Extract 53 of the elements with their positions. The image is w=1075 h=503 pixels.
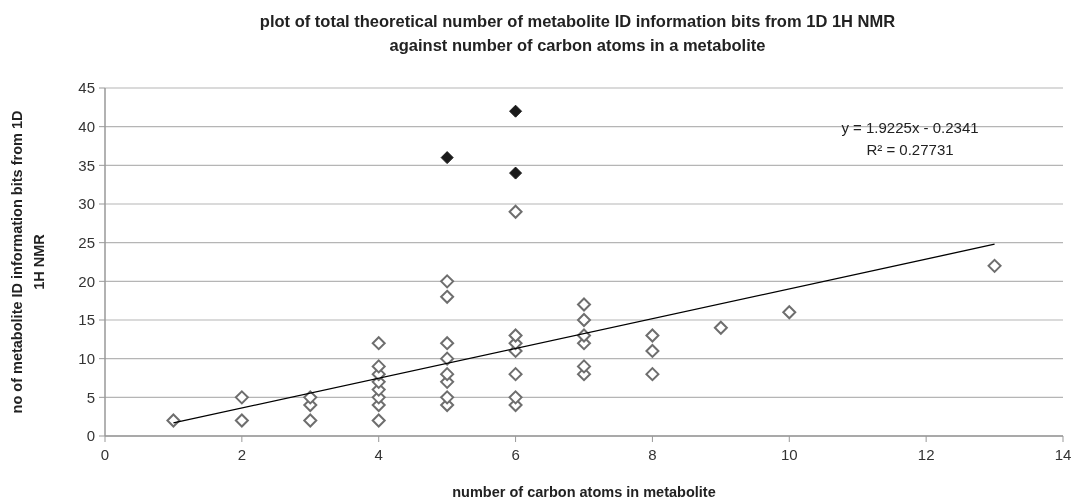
y-tick-label: 0 xyxy=(86,427,95,445)
point xyxy=(577,359,591,374)
x-tick-label: 6 xyxy=(511,446,520,463)
point xyxy=(987,258,1002,273)
point xyxy=(645,343,660,358)
y-tick-label: 30 xyxy=(78,195,95,213)
point xyxy=(440,367,455,382)
x-axis-title: number of carbon atoms in metabolite xyxy=(452,484,716,500)
point xyxy=(440,274,455,289)
y-axis-title: no of metabolite ID information bits from 1D 1H NMR xyxy=(9,110,47,414)
y-tick-label: 35 xyxy=(78,156,95,174)
point xyxy=(234,413,249,428)
y-tick-label: 5 xyxy=(86,388,95,406)
point xyxy=(508,204,523,219)
x-tick-label: 4 xyxy=(374,446,383,463)
x-tick-label: 10 xyxy=(780,446,798,463)
point xyxy=(577,297,591,312)
x-tick-label: 14 xyxy=(1054,446,1072,463)
annotation: R² = 0.27731 xyxy=(866,140,954,158)
y-tick-label: 45 xyxy=(78,79,95,97)
point xyxy=(166,413,181,428)
point xyxy=(234,390,249,405)
point xyxy=(371,413,386,428)
x-tick-label: 0 xyxy=(100,446,110,463)
point xyxy=(509,104,523,118)
point xyxy=(440,336,455,351)
x-tick-label: 12 xyxy=(917,446,935,463)
point xyxy=(713,320,728,335)
point xyxy=(645,367,660,382)
y-tick-label: 15 xyxy=(78,311,95,329)
point xyxy=(440,151,454,165)
point xyxy=(371,336,386,351)
point xyxy=(577,313,591,327)
point xyxy=(440,390,455,405)
point xyxy=(371,359,386,374)
point xyxy=(782,305,797,320)
y-tick-label: 25 xyxy=(78,233,95,251)
y-tick-label: 40 xyxy=(78,117,95,135)
y-tick-label: 20 xyxy=(78,272,95,290)
point xyxy=(508,328,523,343)
point xyxy=(440,351,455,366)
x-tick-label: 8 xyxy=(648,446,657,463)
x-tick-label: 2 xyxy=(237,446,247,463)
chart-title: plot of total theoretical number of metabolite ID information bits from 1D 1H NMR against number of carbon atoms in a metabolite xyxy=(259,12,896,54)
point xyxy=(509,166,523,180)
point xyxy=(508,367,523,382)
y-tick-label: 10 xyxy=(78,349,95,367)
point xyxy=(508,390,523,405)
point xyxy=(645,328,660,343)
annotation: y = 1.9225x - 0.2341 xyxy=(841,118,979,136)
point xyxy=(303,390,318,405)
point xyxy=(303,413,318,428)
point xyxy=(440,289,455,304)
